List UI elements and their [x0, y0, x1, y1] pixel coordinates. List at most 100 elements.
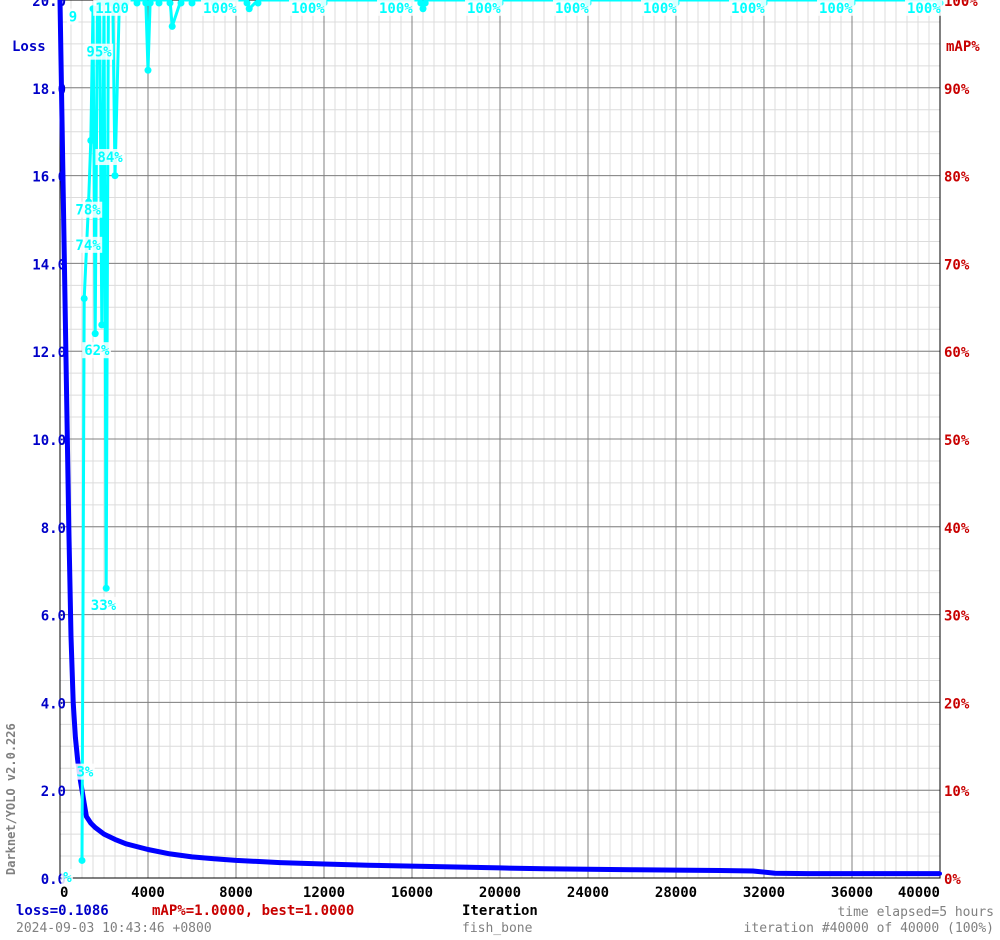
map-label-bg: [61, 869, 73, 885]
right-tick-label: 100%: [944, 0, 978, 10]
loss-point: [674, 868, 678, 873]
x-axis-title: Iteration: [462, 903, 538, 919]
right-tick-label: 10%: [944, 784, 970, 800]
x-tick-label: 20000: [479, 885, 521, 901]
map-label-bg: [553, 0, 591, 16]
map-label-bg: [82, 342, 111, 359]
map-value-label: 100%: [819, 1, 853, 17]
loss-point: [806, 871, 810, 876]
map-label-bg: [95, 149, 125, 166]
loss-point: [93, 825, 98, 830]
left-tick-label: 16.0: [32, 170, 66, 186]
map-label-bg: [465, 0, 503, 16]
loss-point: [113, 837, 117, 842]
map-point: [168, 22, 176, 30]
loss-point: [850, 871, 854, 876]
map-value-label: 1100: [95, 1, 129, 17]
map-label-bg: [74, 763, 95, 780]
loss-point: [454, 865, 458, 870]
left-tick-label: 14.0: [32, 257, 66, 273]
map-label-bg: [641, 0, 679, 16]
loss-point: [586, 867, 590, 872]
map-label-bg: [201, 0, 239, 16]
map-value-label: 74%: [75, 238, 101, 254]
loss-point: [212, 856, 216, 861]
map-label-bg: [93, 0, 131, 16]
iteration-status: iteration #40000 of 40000 (100%): [743, 921, 994, 936]
right-tick-label: 60%: [944, 345, 970, 361]
map-point: [144, 66, 152, 74]
map-point: [254, 0, 262, 7]
map-point: [102, 584, 110, 592]
right-tick-label: 30%: [944, 609, 970, 625]
x-tick-label: 40000: [898, 885, 940, 901]
map-label-bg: [88, 596, 118, 613]
loss-point: [894, 871, 898, 876]
map-value-label: 100%: [555, 1, 589, 17]
loss-point: [322, 861, 326, 866]
map-label-bg: [905, 0, 943, 16]
loss-point: [773, 871, 777, 876]
right-axis-title: mAP%: [946, 39, 980, 55]
x-tick-label: 36000: [831, 885, 873, 901]
map-value-label: 100%: [291, 1, 325, 17]
map-value-label: %: [63, 870, 72, 886]
loss-point: [75, 757, 80, 762]
right-tick-label: 70%: [944, 257, 970, 273]
map-value-label: 95%: [86, 45, 112, 61]
left-tick-label: 12.0: [32, 345, 66, 361]
major-grid: [60, 0, 940, 878]
right-tick-label: 20%: [944, 696, 970, 712]
map-point: [78, 856, 86, 864]
x-tick-label: 4000: [131, 885, 165, 901]
loss-point: [71, 700, 76, 705]
map-label-bg: [377, 0, 415, 16]
loss-series-layer: [57, 0, 942, 877]
map-point: [421, 0, 429, 7]
x-tick-label: 8000: [219, 885, 253, 901]
loss-point: [190, 854, 194, 859]
loss-point: [69, 634, 73, 639]
map-value-label: 100%: [731, 1, 765, 17]
left-tick-label: 6.0: [41, 609, 66, 625]
time-elapsed: time elapsed=5 hours: [837, 905, 994, 920]
loss-point: [718, 868, 722, 873]
map-label-bg: [66, 8, 79, 25]
map-label-bg: [84, 43, 114, 60]
loss-point: [62, 261, 67, 266]
left-tick-label: 18.0: [32, 82, 66, 98]
map-point: [91, 330, 99, 338]
loss-point: [366, 863, 370, 868]
map-value-label: 3%: [77, 765, 94, 781]
loss-point: [542, 866, 546, 871]
loss-point: [630, 867, 634, 872]
loss-point: [84, 814, 89, 819]
plot-frame: [59, 0, 941, 879]
map-value-label: 100%: [643, 1, 677, 17]
left-axis-ticks: 0.0 2.0 4.0 6.0 8.0 10.0 12.0 14.0 16.0 18.0 20.0: [32, 0, 66, 888]
x-tick-label: 12000: [303, 885, 345, 901]
map-label-bg: [817, 0, 855, 16]
map-point: [166, 0, 174, 7]
loss-point: [88, 821, 93, 826]
map-value-label: 33%: [91, 598, 117, 614]
map-value-label: 100%: [907, 1, 941, 17]
map-label-bg: [73, 236, 103, 253]
right-tick-label: 90%: [944, 82, 970, 98]
loss-point: [60, 129, 65, 134]
loss-point: [498, 865, 502, 870]
x-tick-label: 0: [60, 885, 68, 901]
loss-point: [58, 0, 62, 2]
x-tick-label: 32000: [743, 885, 785, 901]
map-value-label: 84%: [97, 150, 123, 166]
map-value-label: 100%: [467, 1, 501, 17]
map-value-label: 62%: [84, 343, 110, 359]
map-point: [177, 0, 185, 7]
loss-point: [66, 524, 71, 529]
loss-point: [102, 832, 106, 837]
loss-point: [64, 393, 69, 398]
map-summary: mAP%=1.0000, best=1.0000: [152, 903, 355, 919]
right-tick-label: 80%: [944, 170, 970, 186]
map-label-bg: [729, 0, 767, 16]
left-tick-label: 2.0: [41, 784, 66, 800]
